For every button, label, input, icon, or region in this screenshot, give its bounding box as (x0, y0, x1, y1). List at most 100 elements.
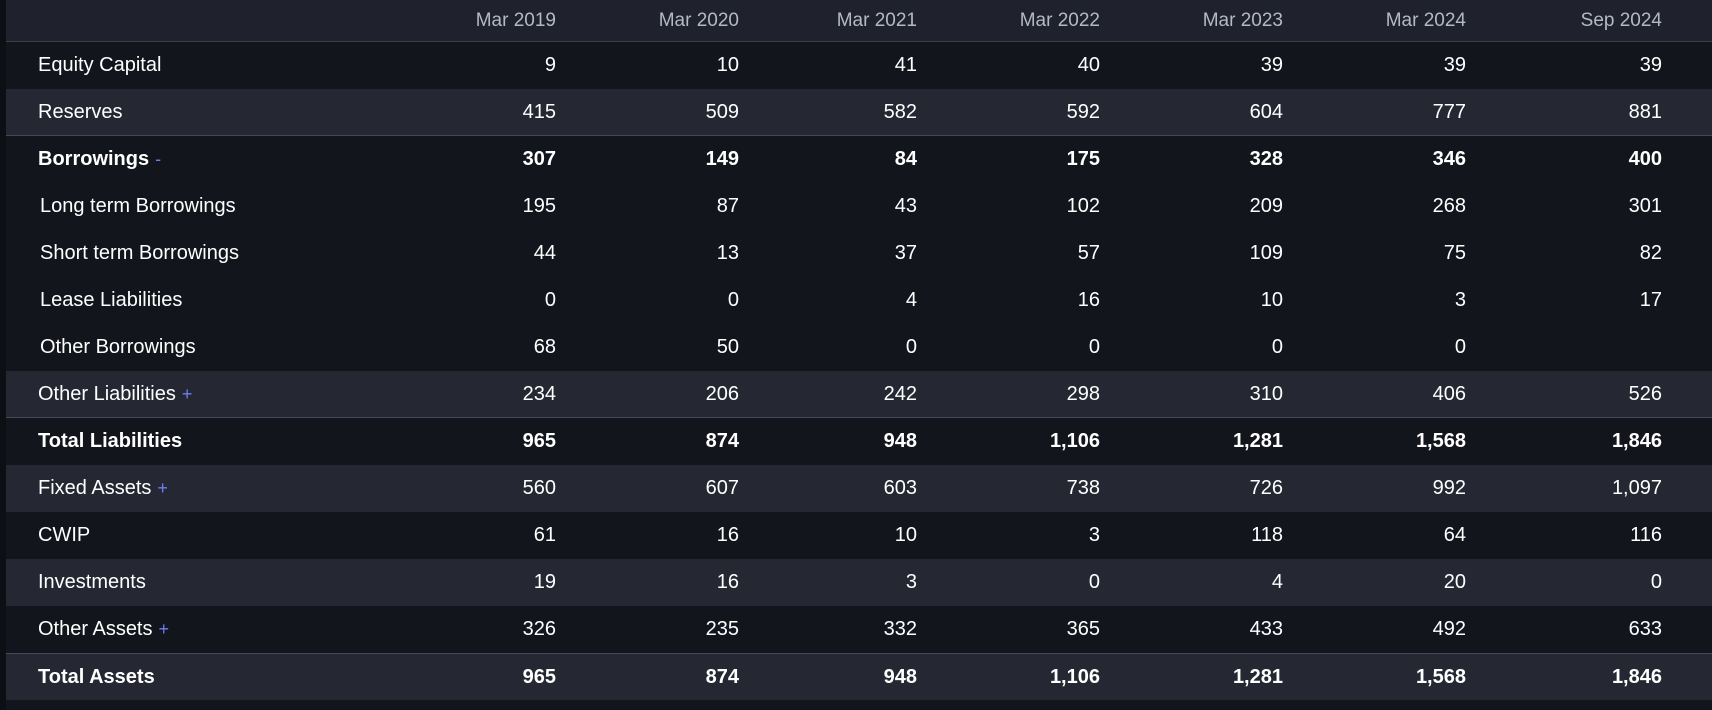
table-cell: 268 (1432, 195, 1466, 217)
table-row-other-borrowings: Other Borrowings 68 50 0 0 0 0 (6, 324, 1712, 371)
balance-sheet-table: Mar 2019 Mar 2020 Mar 2021 Mar 2022 Mar … (6, 0, 1712, 700)
column-header: Mar 2024 (1385, 9, 1466, 31)
table-cell: 874 (705, 665, 739, 688)
table-cell: 406 (1432, 382, 1466, 405)
column-header: Mar 2020 (658, 9, 739, 31)
expand-toggle[interactable]: + (157, 478, 168, 498)
row-label: CWIP (38, 524, 91, 546)
table-cell: 1,568 (1415, 430, 1466, 452)
table-cell: 82 (1639, 242, 1662, 264)
table-cell: 0 (1454, 336, 1466, 358)
table-cell: 560 (522, 477, 556, 499)
table-cell: 39 (1639, 54, 1662, 76)
table-cell: 0 (905, 336, 917, 358)
table-cell: 582 (883, 100, 917, 123)
table-cell: 13 (716, 242, 739, 264)
table-cell: 992 (1432, 477, 1466, 499)
table-cell: 603 (883, 477, 917, 499)
row-label-text: Borrowings (38, 148, 150, 170)
table-cell: 64 (1443, 524, 1466, 546)
table-row-long-term-borrowings: Long term Borrowings 195 87 43 102 209 2… (6, 183, 1712, 230)
column-header: Mar 2021 (836, 9, 917, 31)
table-cell: 332 (883, 618, 917, 640)
table-cell: 328 (1249, 148, 1283, 170)
row-label: Short term Borrowings (40, 242, 239, 264)
table-cell: 175 (1066, 148, 1100, 170)
table-cell: 509 (705, 100, 739, 123)
row-label-text: Other Liabilities (38, 382, 176, 405)
row-label: Other Liabilities + (6, 383, 374, 406)
table-cell: 298 (1066, 382, 1100, 405)
left-edge-strip (0, 0, 6, 710)
collapse-toggle[interactable]: - (155, 149, 162, 169)
table-row-cwip: CWIP 61 16 10 3 118 64 116 (6, 512, 1712, 559)
table-cell: 3 (905, 571, 917, 593)
table-cell: 1,097 (1611, 477, 1662, 499)
table-row-short-term-borrowings: Short term Borrowings 44 13 37 57 109 75… (6, 230, 1712, 277)
column-header: Mar 2023 (1202, 9, 1283, 31)
table-cell: 206 (705, 382, 739, 405)
table-cell: 209 (1249, 195, 1283, 217)
table-cell: 0 (544, 289, 556, 311)
table-cell: 149 (705, 148, 739, 170)
table-cell: 604 (1249, 100, 1283, 123)
table-cell: 346 (1432, 148, 1466, 170)
table-cell: 0 (1088, 571, 1100, 593)
table-cell: 102 (1066, 195, 1100, 217)
table-row-fixed-assets[interactable]: Fixed Assets + 560 607 603 738 726 992 1,… (6, 465, 1712, 512)
row-label: Other Borrowings (40, 336, 196, 358)
table-cell: 965 (522, 430, 556, 452)
table-cell: 4 (905, 289, 917, 311)
table-cell: 1,281 (1232, 430, 1283, 452)
row-label: Investments (38, 571, 146, 593)
table-cell: 118 (1251, 524, 1283, 546)
table-cell: 965 (522, 665, 556, 688)
table-cell: 116 (1630, 524, 1662, 546)
table-cell: 738 (1066, 477, 1100, 499)
table-cell: 61 (533, 524, 556, 546)
column-header: Sep 2024 (1580, 9, 1662, 31)
table-cell: 37 (894, 242, 917, 264)
table-cell: 1,568 (1415, 665, 1466, 688)
table-cell: 948 (883, 665, 917, 688)
row-label: Fixed Assets + (6, 477, 374, 500)
table-cell: 57 (1077, 242, 1100, 264)
table-cell: 1,846 (1611, 665, 1662, 688)
table-row-other-liabilities[interactable]: Other Liabilities + 234 206 242 298 310 4… (6, 371, 1712, 418)
table-cell: 41 (894, 54, 917, 76)
table-row-borrowings[interactable]: Borrowings - 307 149 84 175 328 346 400 (6, 136, 1712, 183)
table-cell: 10 (716, 54, 739, 76)
table-cell: 9 (544, 54, 556, 76)
table-cell: 109 (1249, 242, 1283, 264)
row-label-text: Fixed Assets (38, 477, 152, 499)
table-cell: 633 (1628, 618, 1662, 640)
table-cell: 16 (1077, 289, 1100, 311)
table-cell: 75 (1443, 242, 1466, 264)
row-label-text: Other Assets (38, 618, 153, 640)
table-cell: 3 (1088, 524, 1100, 546)
row-label: Other Assets + (6, 618, 374, 641)
table-cell: 20 (1443, 571, 1466, 593)
table-cell: 0 (727, 289, 739, 311)
table-cell: 19 (533, 571, 556, 593)
table-cell: 10 (894, 524, 917, 546)
table-row-total-assets: Total Assets 965 874 948 1,106 1,281 1,5… (6, 653, 1712, 700)
table-cell: 10 (1260, 289, 1283, 311)
table-cell: 777 (1432, 100, 1466, 123)
table-cell: 40 (1077, 54, 1100, 76)
expand-toggle[interactable]: + (181, 383, 193, 404)
table-row-other-assets[interactable]: Other Assets + 326 235 332 365 433 492 63… (6, 606, 1712, 653)
table-cell: 68 (533, 336, 556, 358)
table-cell: 43 (894, 195, 917, 217)
table-cell: 0 (1650, 571, 1662, 593)
table-cell: 16 (716, 524, 739, 546)
table-row-investments: Investments 19 16 3 0 4 20 0 (6, 559, 1712, 606)
expand-toggle[interactable]: + (158, 619, 170, 639)
table-cell: 607 (705, 477, 739, 499)
table-cell: 39 (1260, 54, 1283, 76)
table-row-total-liabilities: Total Liabilities 965 874 948 1,106 1,28… (6, 418, 1712, 465)
table-row-lease-liabilities: Lease Liabilities 0 0 4 16 10 3 17 (6, 277, 1712, 324)
table-cell: 84 (894, 148, 917, 170)
table-cell: 433 (1249, 618, 1283, 640)
table-cell: 1,106 (1049, 665, 1100, 688)
